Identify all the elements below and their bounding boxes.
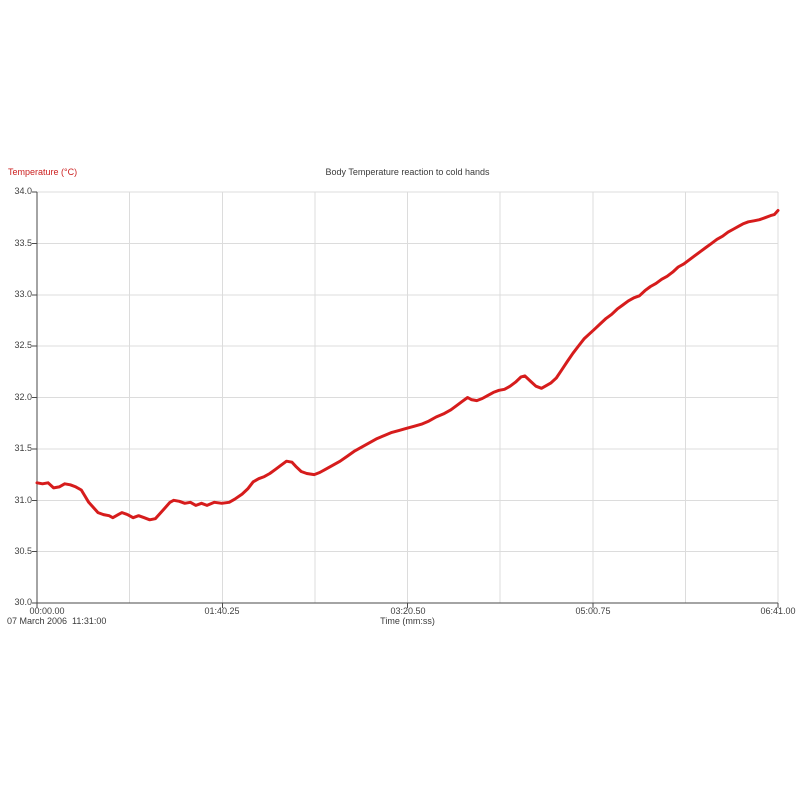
- y-tick-label: 30.0: [14, 597, 32, 607]
- chart-title: Body Temperature reaction to cold hands: [325, 167, 490, 177]
- y-tick-label: 31.0: [14, 495, 32, 505]
- y-tick-label: 33.5: [14, 238, 32, 248]
- x-tick-label: 03:20.50: [390, 606, 426, 616]
- x-tick-label: 05:00.75: [575, 606, 611, 616]
- temperature-line: [35, 209, 780, 522]
- x-tick-label: 06:41.00: [760, 606, 796, 616]
- y-axis-label: Temperature (°C): [8, 167, 78, 177]
- y-tick-label: 30.5: [14, 546, 32, 556]
- y-tick-label: 32.0: [14, 392, 32, 402]
- x-tick-label: 00:00.00: [29, 606, 65, 616]
- y-tick-label: 34.0: [14, 186, 32, 196]
- y-tick-label: 31.5: [14, 443, 32, 453]
- chart-datetime-stamp: 07 March 2006 11:31:00: [7, 616, 107, 626]
- y-tick-label: 32.5: [14, 340, 32, 350]
- y-tick-label: 33.0: [14, 289, 32, 299]
- x-tick-label: 01:40.25: [204, 606, 240, 616]
- x-axis-label: Time (mm:ss): [380, 616, 435, 626]
